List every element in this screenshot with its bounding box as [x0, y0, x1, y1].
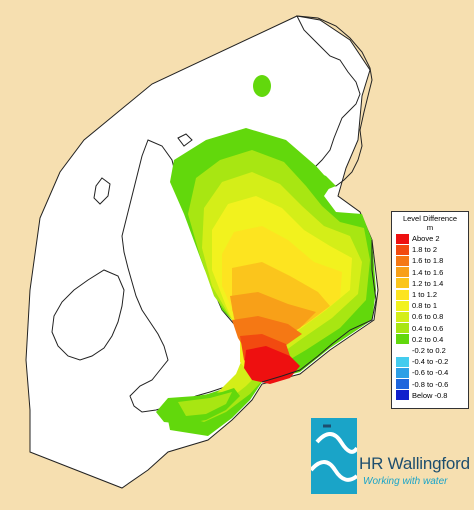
legend-swatch — [396, 379, 409, 390]
legend-label: 0.6 to 0.8 — [412, 312, 444, 322]
legend-label: -0.2 to 0.2 — [412, 345, 446, 355]
legend-label: -0.8 to -0.6 — [412, 379, 449, 389]
legend-rows: Above 2 1.8 to 2 1.6 to 1.8 1.4 to 1.6 1.2 t… — [392, 233, 468, 401]
legend-item: 0.2 to 0.4 — [392, 334, 468, 345]
legend-label: Below -0.8 — [412, 390, 448, 400]
legend-label: -0.6 to -0.4 — [412, 368, 449, 378]
legend-label: 0.8 to 1 — [412, 301, 438, 311]
legend-label: 1 to 1.2 — [412, 290, 438, 300]
legend-label: 0.2 to 0.4 — [412, 334, 444, 344]
legend-label: Above 2 — [412, 234, 440, 244]
band-norwegian-sea-patch — [253, 75, 271, 97]
legend-swatch — [396, 278, 409, 289]
legend-label: -0.4 to -0.2 — [412, 357, 449, 367]
legend-label: 1.6 to 1.8 — [412, 256, 444, 266]
legend-item: -0.8 to -0.6 — [392, 378, 468, 390]
legend: Level Difference m Above 2 1.8 to 2 1.6 to… — [391, 211, 469, 409]
legend-swatch — [396, 323, 409, 334]
coastline-continent — [261, 240, 377, 383]
legend-item: -0.2 to 0.2 — [392, 345, 468, 356]
legend-label: 1.8 to 2 — [412, 245, 438, 255]
coastline-orkney — [177, 133, 193, 147]
legend-swatch — [396, 334, 409, 345]
legend-item: 1.8 to 2 — [392, 244, 468, 255]
legend-swatch — [396, 311, 409, 322]
legend-item: 0.6 to 0.8 — [392, 311, 468, 322]
legend-swatch — [396, 255, 409, 266]
legend-item: 0.4 to 0.6 — [392, 323, 468, 334]
legend-item: -0.6 to -0.4 — [392, 367, 468, 378]
legend-swatch — [396, 367, 409, 378]
legend-unit: m — [426, 223, 434, 232]
legend-item: Below -0.8 — [392, 390, 468, 401]
hr-wallingford-logo: HR Wallingford Working with water — [311, 418, 470, 494]
legend-swatch — [396, 233, 409, 244]
legend-swatch — [396, 244, 409, 255]
wave-logo-icon — [311, 418, 357, 494]
legend-label: 0.4 to 0.6 — [412, 323, 444, 333]
legend-swatch — [396, 345, 409, 356]
legend-item: Above 2 — [392, 233, 468, 244]
logo-tagline: Working with water — [363, 476, 448, 487]
legend-swatch — [396, 390, 409, 401]
band-skagerrak — [312, 170, 336, 190]
band-channel-inner — [178, 392, 232, 416]
legend-swatch — [396, 356, 409, 367]
legend-title: Level Difference — [402, 214, 458, 223]
legend-swatch — [396, 300, 409, 311]
coastline-ireland — [51, 269, 125, 361]
legend-swatch — [396, 289, 409, 300]
legend-item: 1.6 to 1.8 — [392, 255, 468, 266]
legend-swatch — [396, 267, 409, 278]
legend-label: 1.2 to 1.4 — [412, 278, 444, 288]
legend-item: 1.2 to 1.4 — [392, 278, 468, 289]
legend-item: 1.4 to 1.6 — [392, 267, 468, 278]
legend-item: -0.4 to -0.2 — [392, 356, 468, 367]
legend-item: 1 to 1.2 — [392, 289, 468, 300]
coastline-hebrides — [93, 177, 111, 205]
legend-label: 1.4 to 1.6 — [412, 267, 444, 277]
legend-item: 0.8 to 1 — [392, 300, 468, 311]
logo-name: HR Wallingford — [359, 454, 470, 473]
